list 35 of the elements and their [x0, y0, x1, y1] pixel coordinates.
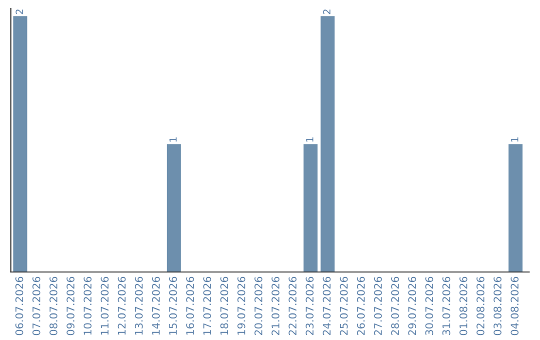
x-tick-label: 06.07.2026 [15, 276, 24, 336]
x-tick-label: 24.07.2026 [322, 276, 331, 336]
x-tick-label: 25.07.2026 [340, 276, 348, 336]
x-tick-label: 11.07.2026 [100, 276, 109, 335]
x-tick-label: 14.07.2026 [152, 276, 160, 335]
x-tick-label: 22.07.2026 [288, 276, 297, 336]
x-tick-label: 30.07.2026 [425, 276, 434, 336]
x-tick-label: 01.08.2026 [459, 276, 468, 336]
x-tick-label: 03.08.2026 [494, 276, 502, 336]
x-tick-label: 23.07.2026 [306, 276, 314, 336]
data-label: 1 [170, 137, 177, 142]
x-tick-label: 29.07.2026 [408, 276, 416, 336]
x-tick-label: 26.07.2026 [356, 276, 365, 336]
x-tick-label: 07.07.2026 [32, 276, 40, 336]
x-tick-label: 12.07.2026 [118, 276, 126, 335]
x-tick-label: 31.07.2026 [442, 276, 450, 336]
x-tick-label: 09.07.2026 [66, 276, 74, 336]
x-tick-label: 04.08.2026 [510, 276, 519, 336]
x-tick-label: 21.07.2026 [272, 276, 280, 336]
x-tick-label: 13.07.2026 [134, 276, 143, 335]
x-tick-label: 18.07.2026 [220, 276, 228, 335]
x-tick-label: 15.07.2026 [169, 276, 177, 335]
x-tick-label: 28.07.2026 [391, 276, 399, 336]
x-tick-label: 02.08.2026 [476, 276, 484, 336]
x-tick-label: 27.07.2026 [374, 276, 382, 336]
data-label: 1 [306, 137, 314, 142]
data-label: 2 [16, 10, 23, 14]
x-tick-label: 16.07.2026 [186, 276, 194, 335]
x-tick-label: 19.07.2026 [237, 276, 246, 335]
x-tick-label: 10.07.2026 [84, 276, 92, 335]
x-tick-label: 08.07.2026 [50, 276, 58, 336]
data-label: 2 [323, 10, 330, 14]
x-tick-label: 17.07.2026 [203, 276, 212, 335]
x-tick-label: 20.07.2026 [254, 276, 262, 336]
data-label: 1 [511, 137, 518, 142]
